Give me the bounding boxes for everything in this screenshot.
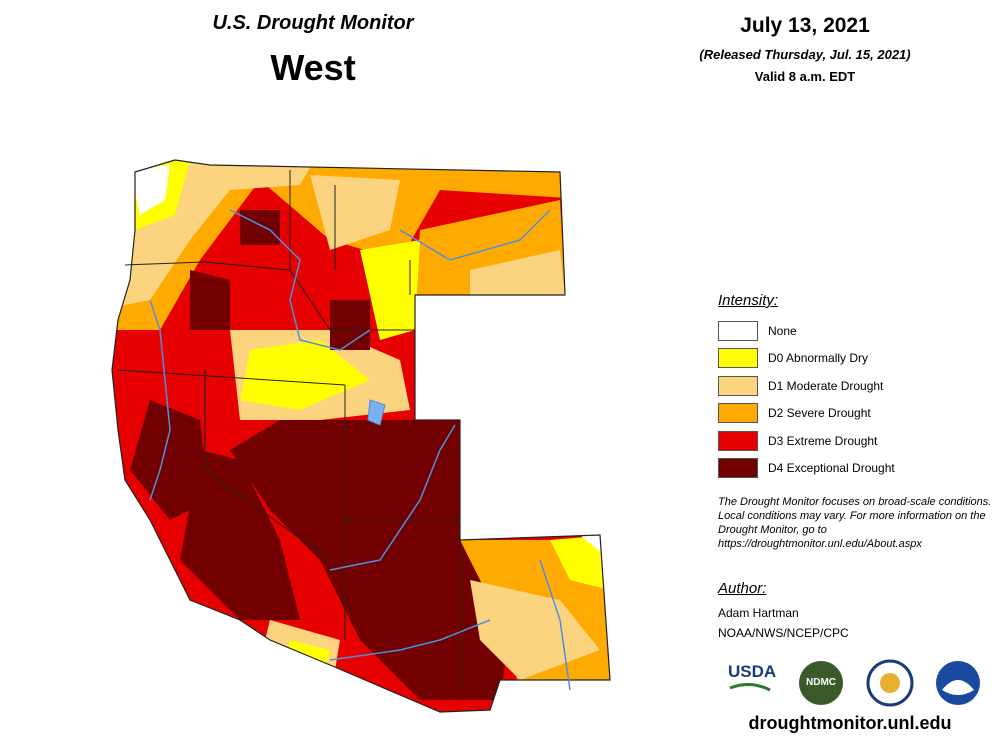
legend-swatch (718, 321, 758, 341)
drought-area (130, 165, 170, 215)
drought-area (360, 240, 420, 340)
legend-swatch (718, 403, 758, 424)
legend-swatch (718, 375, 758, 396)
drought-area (230, 420, 520, 700)
author-title: Author: (718, 580, 767, 597)
legend-label: None (768, 324, 797, 338)
drought-area (550, 535, 610, 590)
drought-area (190, 270, 230, 330)
lake (367, 399, 386, 426)
region: West (270, 47, 356, 88)
legend-label: D0 Abnormally Dry (768, 351, 869, 366)
legend-label: D3 Extreme Drought (768, 433, 878, 448)
drought-area (470, 580, 600, 680)
legend-swatch (718, 430, 758, 451)
released: (Released Thursday, Jul. 15, 2021) (699, 47, 911, 62)
author-name: Adam Hartman (718, 606, 799, 620)
legend-label: D1 Moderate Drought (768, 378, 884, 393)
rivers (149, 209, 571, 691)
legend-swatch (718, 458, 758, 478)
noaa-bird (942, 680, 974, 695)
valid: Valid 8 a.m. EDT (754, 69, 856, 84)
logos (729, 659, 980, 707)
drought-area (280, 640, 330, 700)
legend-title: Intensity: (718, 292, 779, 309)
note: The Drought Monitor focuses on broad-sca… (718, 496, 992, 550)
drought-area (240, 340, 370, 410)
legend-label: D4 Exceptional Drought (768, 461, 895, 475)
legend-label: D2 Severe Drought (768, 406, 871, 421)
legend-swatch (718, 348, 758, 369)
usda-logo: USDA (728, 662, 777, 681)
doc-logo-center (880, 673, 900, 693)
author-org: NOAA/NWS/NCEP/CPC (718, 626, 849, 640)
url: droughtmonitor.unl.edu (748, 713, 952, 733)
drought-area (470, 250, 565, 295)
drought-area (180, 450, 300, 620)
drought-area (240, 210, 280, 245)
state-borders (117, 170, 461, 690)
date: July 13, 2021 (740, 14, 870, 37)
drought-area (310, 175, 400, 250)
ndmc-logo (799, 661, 843, 705)
ndmc-logo-text: NDMC (806, 677, 836, 688)
title: U.S. Drought Monitor (212, 12, 414, 34)
drought-area (130, 400, 210, 520)
usda-swoosh (729, 683, 771, 692)
